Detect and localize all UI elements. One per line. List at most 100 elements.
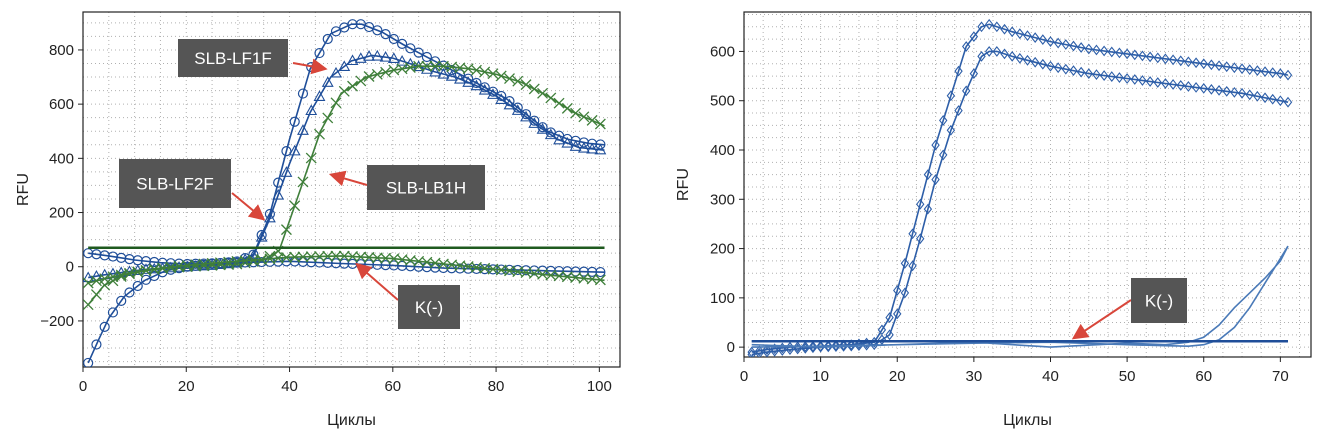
point-triangle bbox=[83, 271, 95, 283]
point-triangle bbox=[313, 90, 326, 101]
point-diamond bbox=[1084, 43, 1093, 55]
point-triangle bbox=[520, 110, 532, 122]
point-triangle bbox=[255, 230, 268, 242]
point-diamond bbox=[793, 343, 802, 355]
point-x bbox=[363, 71, 375, 82]
callout-label: K(-) bbox=[1145, 292, 1173, 311]
point-diamond bbox=[1168, 79, 1178, 90]
point-triangle bbox=[437, 67, 450, 79]
point-diamond bbox=[1138, 75, 1147, 86]
point-circle bbox=[132, 255, 143, 266]
point-diamond bbox=[1214, 60, 1224, 72]
point-diamond bbox=[1015, 52, 1025, 64]
point-diamond bbox=[1184, 56, 1193, 68]
point-diamond bbox=[1115, 47, 1124, 59]
x-tick-label: 80 bbox=[488, 378, 505, 395]
point-triangle bbox=[346, 54, 359, 66]
point-circle bbox=[306, 257, 317, 268]
point-x bbox=[256, 253, 268, 265]
callout-label: SLB-LF1F bbox=[194, 49, 271, 68]
point-x bbox=[99, 273, 111, 285]
point-diamond bbox=[1069, 40, 1078, 52]
point-diamond bbox=[1207, 83, 1216, 95]
point-diamond bbox=[1260, 66, 1270, 78]
left-chart: 0 20 40 60 80 100 −200 0 200 400 600 800 Циклы RFU SLB… bbox=[15, 11, 621, 429]
point-diamond bbox=[954, 105, 963, 116]
point-diamond bbox=[962, 85, 971, 97]
point-diamond bbox=[984, 18, 994, 30]
point-x bbox=[380, 252, 392, 264]
point-x bbox=[314, 128, 325, 140]
point-circle bbox=[297, 88, 309, 99]
point-circle bbox=[595, 266, 606, 278]
point-circle bbox=[347, 19, 358, 30]
point-triangle bbox=[214, 258, 227, 270]
point-triangle bbox=[536, 123, 549, 134]
point-diamond bbox=[893, 285, 902, 296]
point-diamond bbox=[977, 21, 986, 33]
x-tick-label: 50 bbox=[1119, 368, 1136, 385]
point-diamond bbox=[939, 149, 948, 161]
point-diamond bbox=[969, 68, 979, 80]
point-diamond bbox=[1222, 85, 1231, 97]
callout-box bbox=[1131, 278, 1187, 323]
series-line-2 bbox=[751, 245, 1289, 348]
point-diamond bbox=[908, 260, 917, 272]
point-circle bbox=[182, 258, 193, 270]
point-diamond bbox=[1230, 62, 1239, 74]
point-diamond bbox=[1138, 50, 1147, 62]
y-tick-label: 600 bbox=[49, 96, 74, 113]
point-circle bbox=[107, 251, 119, 262]
point-x bbox=[338, 85, 350, 97]
point-circle bbox=[107, 307, 119, 318]
point-x bbox=[198, 258, 210, 270]
point-x bbox=[297, 176, 309, 188]
point-circle bbox=[231, 257, 242, 268]
point-diamond bbox=[1084, 68, 1093, 80]
point-diamond bbox=[1023, 30, 1032, 42]
point-diamond bbox=[1046, 60, 1055, 72]
point-x bbox=[322, 250, 334, 262]
point-triangle bbox=[561, 136, 574, 148]
point-diamond bbox=[755, 347, 764, 357]
callout-box bbox=[398, 285, 460, 329]
x-tick-label: 0 bbox=[79, 378, 87, 395]
point-x bbox=[297, 251, 309, 263]
point-diamond bbox=[916, 198, 925, 210]
point-circle bbox=[372, 259, 383, 270]
point-diamond bbox=[1161, 53, 1170, 65]
point-circle bbox=[314, 257, 325, 268]
point-diamond bbox=[762, 346, 772, 357]
point-diamond bbox=[854, 340, 864, 352]
point-diamond bbox=[1000, 48, 1009, 60]
point-diamond bbox=[1000, 23, 1009, 35]
data-layer bbox=[83, 19, 607, 367]
y-tick-label: 600 bbox=[710, 43, 735, 60]
point-diamond bbox=[893, 308, 902, 320]
point-diamond bbox=[1107, 46, 1116, 58]
point-diamond bbox=[1230, 86, 1239, 98]
point-x bbox=[380, 66, 392, 78]
point-diamond bbox=[1092, 44, 1101, 56]
point-diamond bbox=[1122, 48, 1132, 60]
point-diamond bbox=[1030, 32, 1040, 44]
x-tick-label: 0 bbox=[740, 368, 748, 385]
point-diamond bbox=[1283, 96, 1293, 108]
point-x bbox=[223, 256, 235, 268]
point-circle bbox=[140, 274, 152, 285]
point-x bbox=[520, 79, 532, 91]
point-diamond bbox=[992, 46, 1002, 57]
point-circle bbox=[380, 29, 391, 40]
point-triangle bbox=[354, 52, 367, 63]
point-x bbox=[495, 70, 507, 82]
point-diamond bbox=[931, 174, 940, 185]
point-diamond bbox=[992, 21, 1002, 33]
point-diamond bbox=[1076, 66, 1086, 78]
point-x bbox=[347, 80, 358, 92]
point-x bbox=[83, 299, 94, 311]
point-diamond bbox=[1061, 39, 1071, 50]
right-chart: 0 10 20 30 40 50 60 70 0 100 200 300 400 500 600 Циклы R… bbox=[675, 11, 1312, 429]
point-diamond bbox=[885, 312, 894, 323]
point-circle bbox=[124, 287, 135, 298]
point-x bbox=[371, 68, 383, 80]
